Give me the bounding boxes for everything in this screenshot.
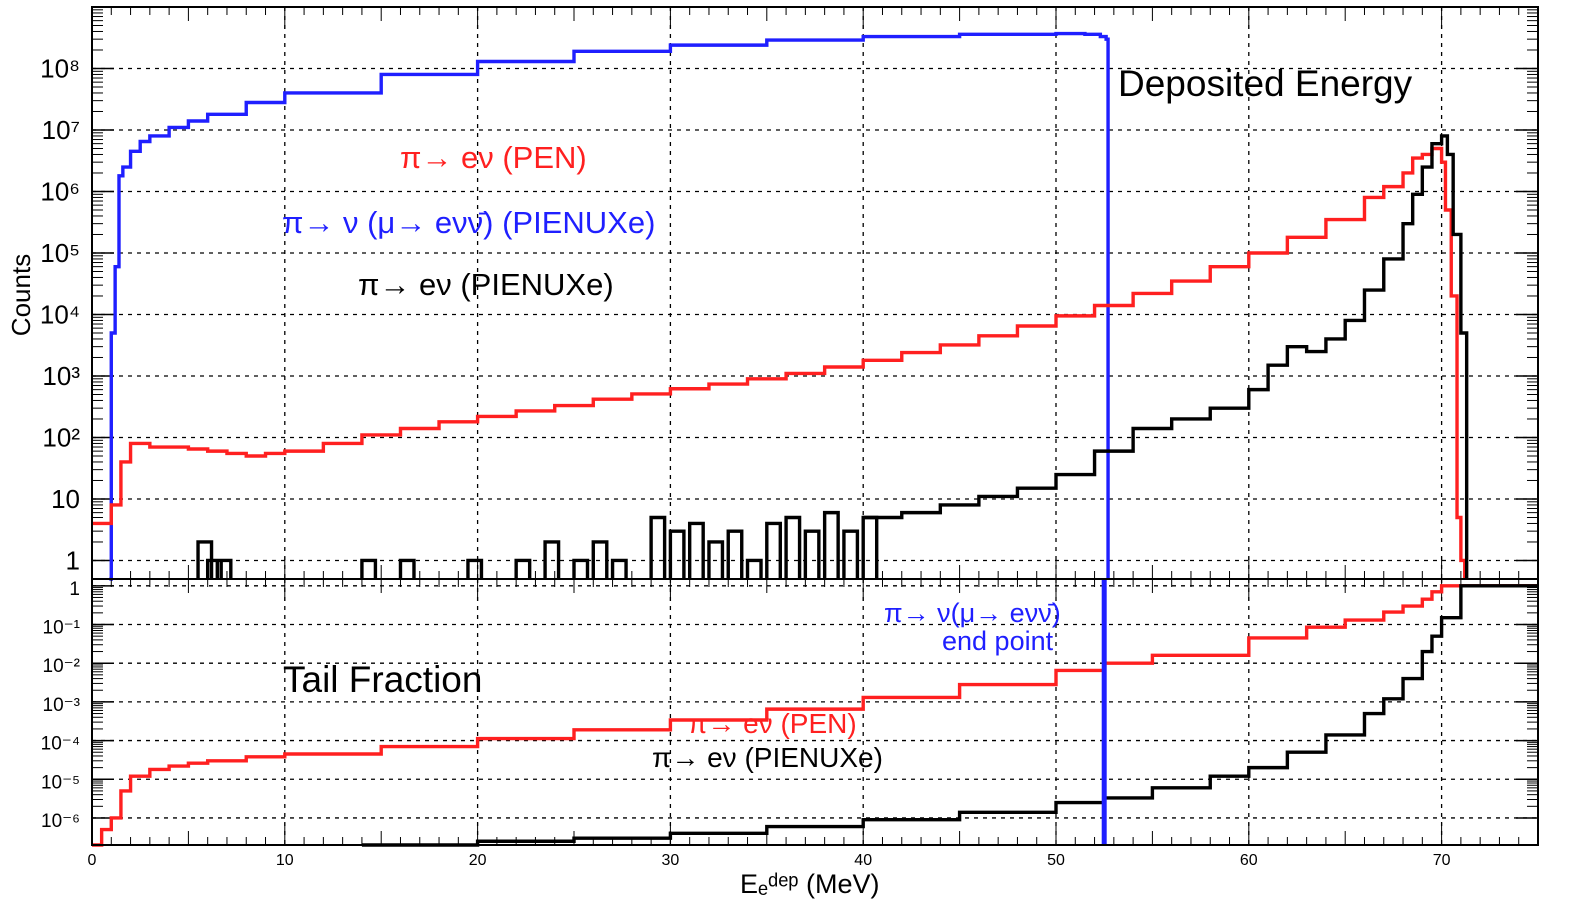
x-tick-label: 20 xyxy=(469,852,487,869)
y-tick-label: 10⁻⁶ xyxy=(41,811,80,832)
x-tick-label: 10 xyxy=(276,852,294,869)
top-series xyxy=(92,31,1469,581)
y-tick-label: 10⁻¹ xyxy=(43,618,81,639)
bottom-ticks xyxy=(91,579,1539,845)
y-tick-label: 10 xyxy=(51,484,80,514)
series-pienuxe xyxy=(361,584,1538,847)
tail-fraction-panel: 10⁻⁶ 10⁻⁵ 10⁻⁴ 10⁻³ 10⁻² 10⁻¹ 1 0 10 20 30 40 50 60 7… xyxy=(41,578,1539,899)
y-tick-label: 10⁵ xyxy=(40,238,80,268)
annotation-muon-decay: π→ ν (μ→ eνν̄) (PIENUXe) xyxy=(282,205,655,240)
panel-title-tail-fraction: Tail Fraction xyxy=(283,659,482,700)
series-muon xyxy=(109,31,1110,581)
bottom-series xyxy=(92,579,1538,847)
top-grid xyxy=(92,7,1538,579)
annotation-pienuxe-bottom: π→ eν (PIENUXe) xyxy=(652,742,883,773)
x-tick-label: 30 xyxy=(662,852,680,869)
x-tick-label: 70 xyxy=(1433,852,1451,869)
bottom-frame xyxy=(91,578,1539,846)
x-tick-label: 0 xyxy=(88,852,97,869)
y-axis-label-counts: Counts xyxy=(6,254,36,336)
bottom-y-tick-labels: 10⁻⁶ 10⁻⁵ 10⁻⁴ 10⁻³ 10⁻² 10⁻¹ 1 xyxy=(41,579,80,832)
y-tick-label: 10² xyxy=(42,422,80,452)
annotation-muon-endpoint-line2: end point xyxy=(942,626,1054,656)
x-tick-label: 40 xyxy=(854,852,872,869)
y-tick-label: 10⁴ xyxy=(40,299,80,329)
series-pienuxe xyxy=(863,134,1469,579)
y-tick-label: 10⁻⁴ xyxy=(41,734,80,755)
top-ticks xyxy=(91,7,1539,579)
panel-title-deposited-energy: Deposited Energy xyxy=(1118,63,1413,104)
series-pienuxe_sparse xyxy=(196,510,879,579)
y-tick-label: 10³ xyxy=(42,361,80,391)
annotation-pen-bottom: π→ eν (PEN) xyxy=(688,708,857,739)
bottom-grid xyxy=(92,579,1538,845)
x-tick-label: 60 xyxy=(1240,852,1258,869)
y-tick-label: 10⁷ xyxy=(42,115,80,145)
y-tick-label: 10⁻² xyxy=(43,656,81,677)
series-pen xyxy=(92,584,1538,847)
y-tick-label: 10⁻⁵ xyxy=(41,772,80,793)
top-y-tick-labels: 1 10 10² 10³ 10⁴ 10⁵ 10⁶ 10⁷ 10⁸ xyxy=(40,53,80,575)
y-tick-label: 10⁸ xyxy=(40,53,80,83)
series-pen xyxy=(92,146,1467,579)
y-tick-label: 1 xyxy=(69,579,80,600)
annotation-pienuxe: π→ eν (PIENUXe) xyxy=(358,267,614,302)
annotation-muon-endpoint-line1: π→ ν(μ→ eνν̄) xyxy=(884,598,1061,628)
x-tick-label: 50 xyxy=(1047,852,1065,869)
y-tick-label: 10⁻³ xyxy=(43,695,81,716)
x-axis-label: Eₑᵈᵉᵖ (MeV) xyxy=(740,869,879,899)
y-tick-label: 10⁶ xyxy=(40,176,80,206)
x-tick-labels: 0 10 20 30 40 50 60 70 xyxy=(88,852,1451,869)
y-tick-label: 1 xyxy=(66,545,80,575)
annotation-pen: π→ eν (PEN) xyxy=(400,140,587,175)
